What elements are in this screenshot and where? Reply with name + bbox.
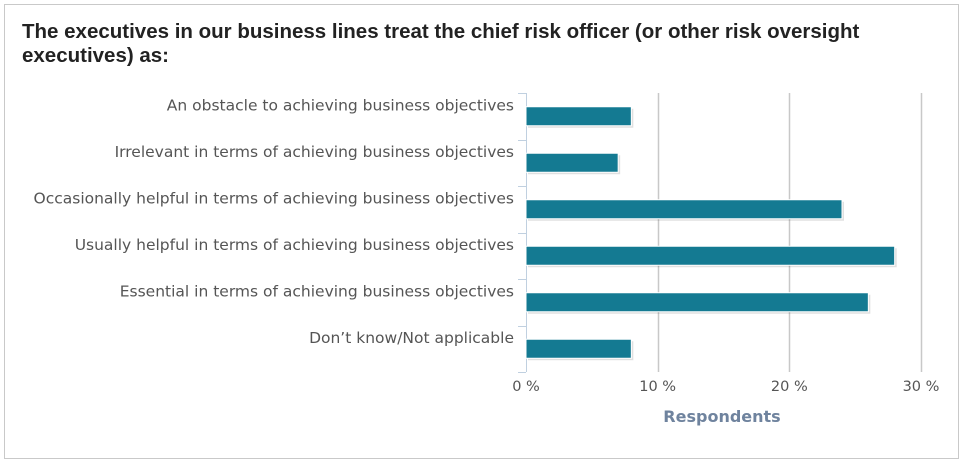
y-axis <box>518 93 527 373</box>
bar-3 <box>525 199 843 220</box>
x-tick-label-10: 10 % <box>639 379 676 395</box>
category-label-2: Irrelevant in terms of achieving busines… <box>115 143 514 161</box>
x-tick-label-0: 0 % <box>512 379 540 395</box>
x-tick-labels: 0 % 10 % 20 % 30 % <box>512 379 939 395</box>
bar-6 <box>525 338 632 359</box>
x-tick-label-30: 30 % <box>903 379 940 395</box>
bar-5 <box>525 292 869 313</box>
category-label-5: Essential in terms of achieving business… <box>120 282 514 300</box>
x-axis-title: Respondents <box>663 407 780 426</box>
category-labels: An obstacle to achieving business object… <box>34 96 515 347</box>
bar-4 <box>525 245 896 266</box>
category-label-3: Occasionally helpful in terms of achievi… <box>34 189 515 207</box>
category-label-1: An obstacle to achieving business object… <box>167 96 514 114</box>
category-label-4: Usually helpful in terms of achieving bu… <box>75 236 514 254</box>
bar-1 <box>525 106 632 127</box>
chart-frame <box>4 4 959 459</box>
bar-2 <box>525 152 619 173</box>
bars <box>525 106 897 361</box>
grid-lines <box>657 93 923 372</box>
chart-title: The executives in our business lines tre… <box>22 20 860 67</box>
x-tick-label-20: 20 % <box>771 379 808 395</box>
category-label-6: Don’t know/Not applicable <box>309 329 514 347</box>
